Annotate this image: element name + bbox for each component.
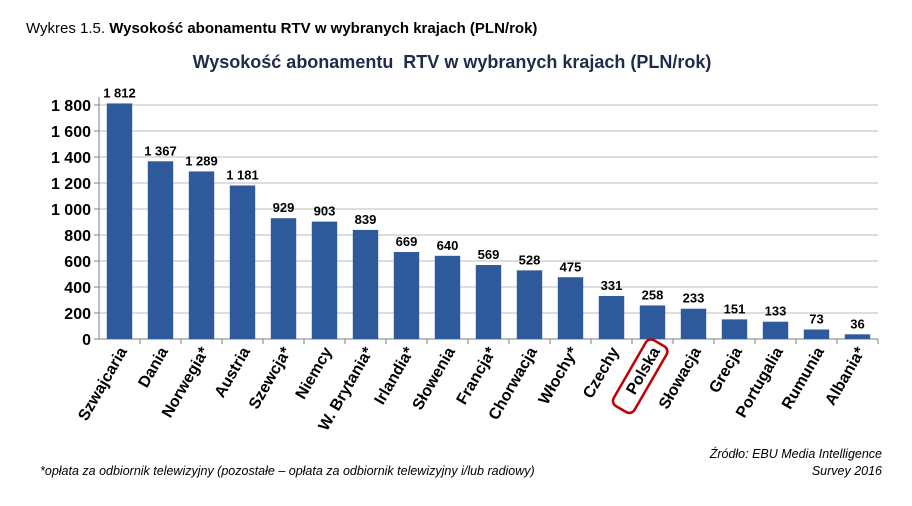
chart-title: Wysokość abonamentu RTV w wybranych kraj…	[193, 52, 712, 72]
bar	[147, 161, 174, 339]
data-label: 903	[314, 204, 336, 219]
data-label: 1 289	[185, 153, 218, 168]
data-label: 640	[437, 238, 459, 253]
y-tick-label: 1 000	[51, 202, 91, 219]
data-label: 233	[683, 291, 705, 306]
bar	[352, 229, 379, 339]
bar	[803, 329, 830, 339]
data-label: 331	[601, 278, 623, 293]
x-tick-label: Włochy*	[536, 344, 583, 408]
source-note: Źródło: EBU Media Intelligence Survey 20…	[710, 446, 882, 480]
caption-prefix: Wykres 1.5.	[26, 20, 106, 37]
highlight-box	[611, 338, 669, 415]
x-tick-label: Szewcja*	[246, 344, 295, 412]
data-label: 1 181	[226, 167, 259, 182]
x-tick-label: Francja*	[454, 344, 501, 408]
x-tick-label: Austria	[212, 344, 254, 400]
x-tick-label: Dania	[135, 344, 172, 390]
bar	[270, 218, 297, 339]
bar	[557, 277, 584, 339]
bar	[762, 321, 789, 339]
figure-caption: Wykres 1.5. Wysokość abonamentu RTV w wy…	[26, 20, 537, 37]
bar	[311, 221, 338, 339]
data-label: 133	[765, 304, 787, 319]
data-label: 929	[273, 200, 295, 215]
y-tick-label: 400	[64, 280, 91, 297]
x-tick-label: Albania*	[822, 344, 869, 409]
y-tick-label: 600	[64, 254, 91, 271]
bar	[393, 252, 420, 339]
y-tick-label: 1 600	[51, 124, 91, 141]
footnote: *opłata za odbiornik telewizyjny (pozost…	[40, 464, 535, 478]
data-label: 1 812	[103, 85, 136, 100]
x-tick-label: Rumunia	[779, 344, 828, 412]
data-label: 839	[355, 212, 377, 227]
data-label: 528	[519, 252, 541, 267]
caption-title: Wysokość abonamentu RTV w wybranych kraj…	[109, 20, 538, 37]
source-line-2: Survey 2016	[811, 464, 882, 478]
x-tick-label: Szwajcaria	[75, 344, 131, 423]
bar	[434, 255, 461, 339]
data-label: 569	[478, 247, 500, 262]
y-tick-label: 1 200	[51, 176, 91, 193]
bar	[639, 305, 666, 339]
y-tick-label: 0	[82, 332, 91, 349]
y-tick-label: 200	[64, 306, 91, 323]
data-label: 151	[724, 301, 746, 316]
bar	[680, 308, 707, 339]
bar	[106, 103, 133, 339]
data-label: 1 367	[144, 143, 177, 158]
data-label: 475	[560, 259, 582, 274]
data-label: 669	[396, 234, 418, 249]
data-label: 73	[809, 312, 823, 327]
bar	[188, 171, 215, 339]
y-tick-label: 1 400	[51, 150, 91, 167]
bar	[475, 265, 502, 339]
x-tick-label: Irlandia*	[372, 344, 419, 408]
bar	[844, 334, 871, 339]
source-line-1: Źródło: EBU Media Intelligence	[709, 447, 882, 461]
x-tick-label: Słowacja	[656, 344, 705, 412]
x-tick-label: Słowenia	[410, 344, 459, 413]
data-label: 36	[850, 316, 864, 331]
bar	[516, 270, 543, 339]
bar	[229, 185, 256, 339]
x-tick-label: Grecja	[706, 344, 746, 396]
y-tick-label: 1 800	[51, 98, 91, 115]
bar	[721, 319, 748, 339]
y-tick-label: 800	[64, 228, 91, 245]
data-label: 258	[642, 287, 664, 302]
bar	[598, 295, 625, 339]
x-tick-label: Niemcy	[293, 344, 336, 402]
